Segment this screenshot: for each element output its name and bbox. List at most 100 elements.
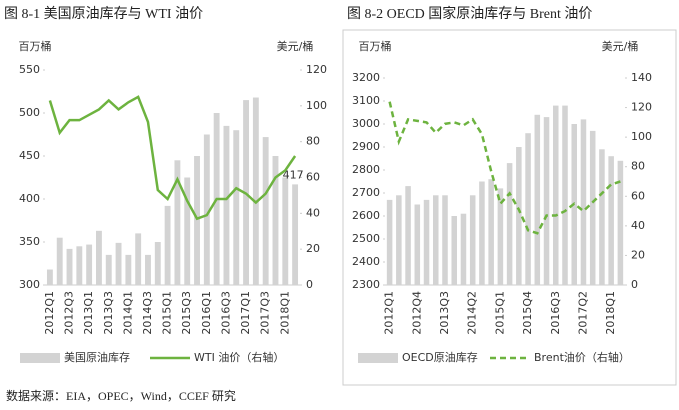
y-tick-label: 2700 <box>352 186 380 199</box>
y-axis-label: 百万桶 <box>19 39 52 53</box>
bar <box>223 125 230 286</box>
bar <box>96 230 102 285</box>
x-tick-label: 2014Q2 <box>466 291 479 335</box>
data-label: 417 <box>283 168 304 181</box>
x-tick-label: 2015Q4 <box>521 291 534 335</box>
bar <box>516 147 522 285</box>
bar <box>76 246 83 285</box>
bar <box>433 195 439 285</box>
bar <box>488 179 494 285</box>
y-axis-label: 百万桶 <box>359 39 392 53</box>
bar <box>145 254 151 285</box>
legend-label: WTI 油价（右轴） <box>194 350 284 364</box>
y2-tick-label: 40 <box>631 219 645 232</box>
chart-title: 图 8-2 OECD 国家原油库存与 Brent 油价 <box>347 5 592 22</box>
y-tick-label: 500 <box>19 106 40 119</box>
x-tick-label: 2013Q3 <box>102 291 115 335</box>
y-tick-label: 350 <box>19 235 40 248</box>
bar <box>405 186 411 285</box>
bar <box>451 216 457 285</box>
bar <box>506 163 513 285</box>
x-tick-label: 2012Q3 <box>63 291 76 335</box>
x-tick-label: 2016Q3 <box>549 291 562 335</box>
bar <box>262 137 269 285</box>
x-tick-label: 2017Q2 <box>576 291 589 335</box>
chart-title: 图 8-1 美国原油库存与 WTI 油价 <box>4 6 203 22</box>
bar <box>479 181 485 285</box>
y-tick-label: 2500 <box>352 232 380 245</box>
y2-tick-label: 100 <box>631 130 652 143</box>
bar <box>525 133 531 285</box>
bar <box>105 254 112 285</box>
bar <box>617 160 624 285</box>
bar <box>543 117 550 285</box>
bar <box>497 188 504 285</box>
y2-tick-label: 120 <box>306 63 327 76</box>
x-tick-label: 2017Q3 <box>259 291 272 335</box>
y2-tick-label: 80 <box>306 135 320 148</box>
x-tick-label: 2013Q3 <box>438 291 451 335</box>
line <box>388 101 621 235</box>
x-tick-label: 2016Q1 <box>200 291 213 335</box>
bar <box>562 105 568 285</box>
bar <box>203 134 210 285</box>
bar <box>599 149 605 285</box>
y2-tick-label: 20 <box>306 242 320 255</box>
bar <box>396 195 402 285</box>
bar <box>194 156 200 285</box>
y-tick-label: 2600 <box>352 209 380 222</box>
x-tick-label: 2016Q3 <box>219 291 232 335</box>
bar <box>184 177 191 285</box>
bar <box>282 177 289 285</box>
y-tick-label: 300 <box>19 278 40 291</box>
y2-tick-label: 0 <box>631 278 638 291</box>
y2-tick-label: 20 <box>631 248 645 261</box>
y-tick-label: 2800 <box>352 163 380 176</box>
y2-tick-label: 0 <box>306 278 313 291</box>
bar <box>154 242 161 285</box>
legend-label: OECD原油库存 <box>402 350 478 364</box>
line <box>48 95 297 221</box>
x-tick-label: 2014Q3 <box>141 291 154 335</box>
y-tick-label: 550 <box>19 63 40 76</box>
x-tick-label: 2014Q1 <box>121 291 134 335</box>
bar <box>272 156 279 285</box>
bar <box>115 242 122 285</box>
bar <box>135 233 142 285</box>
legend-label: 美国原油库存 <box>64 350 130 364</box>
x-tick-label: 2012Q1 <box>383 291 396 335</box>
bar <box>469 195 476 285</box>
y-tick-label: 2300 <box>352 278 380 291</box>
bar <box>46 269 53 285</box>
bar <box>423 199 430 285</box>
y2-axis-label: 美元/桶 <box>602 39 639 53</box>
legend-swatch <box>358 353 398 363</box>
y2-tick-label: 40 <box>306 206 320 219</box>
x-tick-label: 2018Q1 <box>278 291 291 335</box>
bar <box>164 205 171 285</box>
bar <box>174 160 181 285</box>
x-tick-label: 2017Q1 <box>239 291 252 335</box>
bar <box>86 244 93 285</box>
legend-label: Brent油价（右轴） <box>534 350 630 364</box>
y2-tick-label: 60 <box>306 171 320 184</box>
y2-tick-label: 120 <box>631 101 652 114</box>
bar <box>252 97 259 286</box>
bar <box>460 213 467 285</box>
x-tick-label: 2012Q1 <box>43 291 56 335</box>
bar <box>386 199 393 285</box>
x-tick-label: 2018Q1 <box>604 291 617 335</box>
y-tick-label: 3100 <box>352 94 380 107</box>
y2-tick-label: 100 <box>306 99 327 112</box>
y2-tick-label: 80 <box>631 160 645 173</box>
y-tick-label: 3200 <box>352 71 380 84</box>
bar <box>442 195 448 285</box>
bar <box>553 105 559 285</box>
y2-axis-label: 美元/桶 <box>277 39 314 53</box>
x-tick-label: 2015Q3 <box>180 291 193 335</box>
bar <box>233 130 240 285</box>
panel-border <box>342 29 677 386</box>
x-tick-label: 2015Q1 <box>161 291 174 335</box>
y2-tick-label: 60 <box>631 189 645 202</box>
